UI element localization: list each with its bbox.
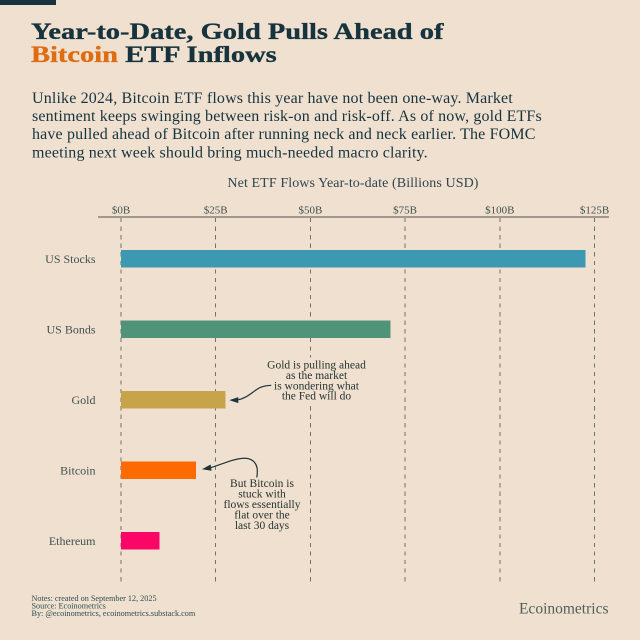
svg-text:$100B: $100B — [485, 205, 514, 217]
svg-text:Bitcoin ETF Inflows: Bitcoin ETF Inflows — [31, 41, 277, 67]
svg-text:flows essentially: flows essentially — [224, 499, 301, 511]
svg-text:Notes: created on September 12: Notes: created on September 12, 2025 — [32, 594, 157, 603]
svg-text:Net ETF Flows Year-to-date (Bi: Net ETF Flows Year-to-date (Billions USD… — [227, 176, 478, 191]
svg-text:as the market: as the market — [286, 370, 348, 382]
svg-text:$50B: $50B — [298, 205, 322, 217]
svg-text:$0B: $0B — [112, 205, 130, 217]
svg-text:But Bitcoin is: But Bitcoin is — [230, 478, 294, 490]
svg-text:meeting next week should bring: meeting next week should bring much-need… — [32, 144, 428, 161]
svg-text:Ethereum: Ethereum — [49, 534, 96, 548]
svg-text:$125B: $125B — [580, 205, 609, 217]
svg-text:Unlike 2024, Bitcoin ETF flows: Unlike 2024, Bitcoin ETF flows this year… — [32, 90, 513, 107]
svg-text:is wondering what: is wondering what — [274, 380, 360, 392]
svg-text:last 30 days: last 30 days — [235, 520, 290, 532]
svg-text:$75B: $75B — [393, 205, 417, 217]
svg-text:stuck with: stuck with — [238, 489, 286, 501]
svg-text:Ecoinometrics: Ecoinometrics — [519, 600, 609, 617]
svg-text:Source: Ecoinometrics: Source: Ecoinometrics — [32, 601, 106, 610]
svg-text:Gold: Gold — [72, 393, 96, 407]
svg-text:US Bonds: US Bonds — [46, 322, 95, 336]
svg-text:sentiment keeps swinging betwe: sentiment keeps swinging between risk-on… — [32, 108, 542, 125]
svg-text:Year-to-Date, Gold Pulls Ahead: Year-to-Date, Gold Pulls Ahead of — [31, 19, 444, 45]
svg-text:By: @ecoinometrics, ecoinometr: By: @ecoinometrics, ecoinometrics.substa… — [32, 609, 196, 618]
svg-text:$25B: $25B — [204, 205, 228, 217]
svg-text:US Stocks: US Stocks — [45, 252, 96, 266]
svg-text:flat over the: flat over the — [234, 510, 290, 522]
svg-text:have pulled ahead of Bitcoin a: have pulled ahead of Bitcoin after runni… — [32, 126, 536, 143]
svg-text:Bitcoin: Bitcoin — [60, 463, 95, 477]
svg-text:the Fed will do: the Fed will do — [282, 391, 352, 403]
svg-text:Gold is pulling ahead: Gold is pulling ahead — [267, 360, 366, 372]
